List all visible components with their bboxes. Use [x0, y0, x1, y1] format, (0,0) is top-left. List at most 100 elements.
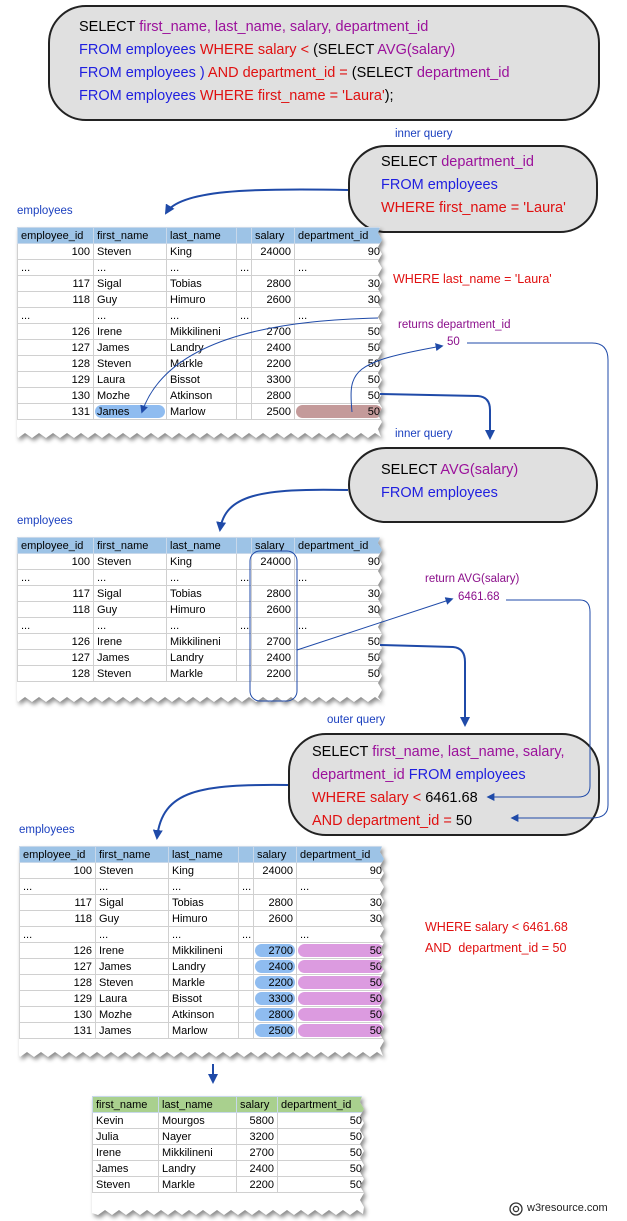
cell-text: 117: [72, 277, 90, 290]
table-cell: Landry: [158, 1160, 237, 1177]
table-cell: Laura: [93, 371, 167, 388]
table-row: 118 Guy Himuro 2600 30: [19, 910, 384, 927]
table-cell: Steven: [95, 862, 169, 879]
cell-text: 100: [73, 864, 92, 877]
table-cell: 131: [19, 1022, 96, 1039]
table-clip: employee_id first_name last_name salary depa…: [17, 537, 382, 702]
table-cell: James: [93, 403, 167, 420]
cell-text: 126: [71, 635, 90, 648]
table-cell: 128: [19, 974, 96, 991]
table-cell: ...: [236, 617, 252, 634]
table-cell: Markle: [166, 355, 237, 372]
query-line: FROM employees ) AND department_id = (SE…: [79, 62, 598, 85]
cell-text: 118: [72, 603, 90, 616]
cell-text: Mourgos: [162, 1114, 205, 1127]
table-cell: Himuro: [168, 910, 239, 927]
table-cell: 50: [296, 1022, 384, 1039]
table-row: 100 Steven King 24000 90: [17, 553, 382, 570]
query-token: AVG(salary): [440, 462, 519, 478]
header-cell: employee_id: [17, 227, 94, 244]
table-wrapper: first_name last_name salary department_id Ke…: [92, 1096, 365, 1216]
table-cell: Steven: [93, 553, 167, 570]
table-cell: ...: [168, 926, 239, 943]
table-cell: 2700: [251, 633, 295, 650]
header-text: salary: [255, 539, 285, 552]
table-cell: 50: [294, 633, 382, 650]
cell-text: 129: [73, 992, 92, 1005]
cell-text: 128: [73, 976, 92, 989]
header-text: employee_id: [23, 848, 86, 861]
table-cell: Markle: [168, 974, 239, 991]
cell-text: 131: [73, 1024, 92, 1037]
cell-text: Markle: [162, 1178, 196, 1191]
header-cell: department_id: [294, 537, 382, 554]
header-cell: salary: [251, 537, 295, 554]
table-row: 117 Sigal Tobias 2800 30: [19, 894, 384, 911]
table-cell: Marlow: [166, 403, 237, 420]
cell-text: Markle: [172, 976, 206, 989]
header-row: employee_id first_name last_name salary depa…: [17, 227, 382, 244]
header-text: first_name: [96, 1098, 148, 1111]
table-cell: ...: [93, 617, 167, 634]
query-token: AVG(salary): [377, 42, 456, 58]
highlight: [298, 1024, 384, 1037]
table-cell: 2600: [251, 601, 295, 618]
table-cell: [238, 958, 254, 975]
cell-text: Sigal: [99, 896, 124, 909]
cell-text: James: [97, 405, 130, 418]
table-row: 117 Sigal Tobias 2800 30: [17, 585, 382, 602]
table-cell: [236, 387, 252, 404]
header-text: salary: [240, 1098, 270, 1111]
cell-text: 50: [367, 405, 380, 418]
table: employee_id first_name last_name salary depa…: [17, 227, 382, 420]
table-cell: 2200: [251, 665, 295, 682]
table-cell: ...: [296, 926, 384, 943]
header-row: first_name last_name salary department_id: [92, 1096, 364, 1113]
table-cell: 50: [294, 339, 382, 356]
cell-text: 2200: [266, 357, 291, 370]
table-cell: Mozhe: [93, 387, 167, 404]
query-token: department_id: [312, 767, 409, 783]
query-line: department_id FROM employees: [312, 764, 598, 787]
table-cell: 5800: [236, 1112, 278, 1129]
table-cell: Kevin: [92, 1112, 159, 1129]
inner-query-box: SELECT department_id FROM employees WHERE …: [348, 145, 598, 233]
table-cell: Bissot: [168, 990, 239, 1007]
table-cell: 50: [294, 371, 382, 388]
header-cell: department_id: [277, 1096, 364, 1113]
table-cell: 2400: [251, 649, 295, 666]
query-line: SELECT department_id: [381, 151, 596, 174]
table-row: 131 James Marlow 2500 50: [17, 403, 382, 420]
cell-text: 2700: [266, 635, 291, 648]
cell-text: 2500: [266, 405, 291, 418]
cell-text: Mozhe: [97, 389, 131, 402]
annotation: WHERE last_name = 'Laura': [393, 272, 552, 286]
cell-text: 30: [369, 912, 382, 925]
cell-text: 50: [369, 960, 382, 973]
table-clip: employee_id first_name last_name salary depa…: [17, 227, 382, 438]
header-cell: [236, 537, 252, 554]
header-text: first_name: [97, 539, 149, 552]
table-cell: Marlow: [168, 1022, 239, 1039]
table-cell: 100: [19, 862, 96, 879]
header-text: department_id: [281, 1098, 352, 1111]
table-cell: 118: [19, 910, 96, 927]
cell-text: 130: [71, 389, 90, 402]
table-cell: ...: [93, 307, 167, 324]
cell-text: James: [96, 1162, 129, 1175]
query-token: FROM employees ): [79, 65, 208, 81]
table-cell: 126: [17, 633, 94, 650]
header-text: employee_id: [21, 229, 84, 242]
cell-text: ...: [172, 880, 182, 893]
cell-text: 130: [73, 1008, 92, 1021]
query-token: FROM employees: [79, 42, 200, 58]
cell-text: Markle: [170, 357, 204, 370]
query-token: WHERE first_name = 'Laura': [381, 200, 566, 216]
cell-text: ...: [240, 261, 250, 274]
cell-text: Landry: [170, 341, 204, 354]
annotation: 6461.68: [458, 591, 500, 603]
table-cell: Guy: [93, 601, 167, 618]
table: first_name last_name salary department_id Ke…: [92, 1096, 364, 1193]
table-cell: [251, 259, 295, 276]
query-token: SELECT: [79, 19, 140, 35]
